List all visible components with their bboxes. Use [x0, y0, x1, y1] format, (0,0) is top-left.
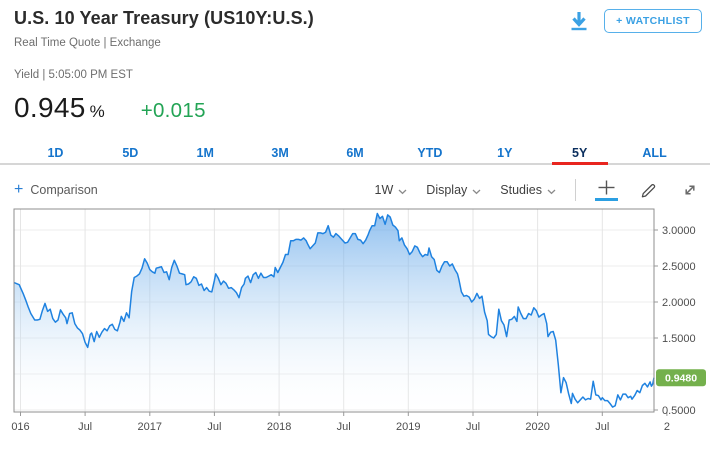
chevron-down-icon: [472, 189, 481, 195]
tab-ytd[interactable]: YTD: [417, 146, 443, 160]
range-tabs: 1D 5D 1M 3M 6M YTD 1Y 5Y ALL: [0, 144, 710, 165]
svg-text:Jul: Jul: [337, 421, 351, 433]
price-chart[interactable]: 016 Jul 2017 Jul 2018 Jul 2019 Jul 2020 Jul 2 3.000…: [0, 206, 710, 446]
tab-6m[interactable]: 6M: [346, 146, 364, 160]
expand-icon: [682, 182, 698, 198]
download-button[interactable]: [564, 6, 594, 36]
svg-text:2020: 2020: [525, 421, 549, 433]
display-dropdown[interactable]: Display: [426, 183, 481, 197]
svg-text:1.5000: 1.5000: [662, 333, 696, 345]
svg-text:3.0000: 3.0000: [662, 225, 696, 237]
pencil-icon: [639, 181, 659, 199]
tab-1y[interactable]: 1Y: [497, 146, 513, 160]
svg-text:2018: 2018: [267, 421, 291, 433]
quote-time-label: Yield | 5:05:00 PM EST: [14, 69, 133, 81]
svg-text:Jul: Jul: [207, 421, 221, 433]
svg-text:Jul: Jul: [595, 421, 609, 433]
crosshair-icon: [597, 180, 616, 195]
download-icon: [566, 8, 592, 34]
fullscreen-button[interactable]: [680, 181, 700, 199]
tab-5d[interactable]: 5D: [122, 146, 139, 160]
plus-icon: +: [14, 181, 24, 198]
quote-row: 0.945 % +0.015: [14, 92, 206, 124]
quote-unit: %: [89, 102, 105, 121]
page-title: U.S. 10 Year Treasury (US10Y:U.S.): [14, 8, 314, 28]
price-chart-svg: 016 Jul 2017 Jul 2018 Jul 2019 Jul 2020 Jul 2 3.000…: [11, 208, 706, 433]
add-comparison-button[interactable]: + Comparison: [14, 182, 98, 198]
draw-tool-button[interactable]: [637, 180, 661, 200]
toolbar-divider: [575, 179, 576, 201]
chevron-down-icon: [398, 189, 407, 195]
svg-text:2019: 2019: [396, 421, 420, 433]
svg-text:Jul: Jul: [78, 421, 92, 433]
quote-source-label: Real Time Quote | Exchange: [14, 37, 161, 49]
svg-text:2017: 2017: [138, 421, 162, 433]
display-label: Display: [426, 183, 468, 197]
tab-all[interactable]: ALL: [642, 146, 667, 160]
tool-group: 1W Display Studies: [375, 179, 700, 201]
svg-text:2: 2: [664, 421, 670, 433]
tab-1d[interactable]: 1D: [47, 146, 64, 160]
interval-label: 1W: [374, 183, 394, 197]
chevron-down-icon: [547, 189, 556, 195]
studies-dropdown[interactable]: Studies: [500, 183, 556, 197]
svg-text:2.5000: 2.5000: [662, 261, 696, 273]
tab-1m[interactable]: 1M: [196, 146, 214, 160]
svg-text:016: 016: [11, 421, 29, 433]
add-watchlist-button[interactable]: + WATCHLIST: [604, 9, 702, 33]
tab-3m[interactable]: 3M: [271, 146, 289, 160]
svg-text:0.9480: 0.9480: [665, 373, 697, 385]
crosshair-tool-button[interactable]: [595, 179, 618, 201]
quote-value: 0.945: [14, 92, 86, 123]
studies-label: Studies: [500, 183, 542, 197]
chart-toolbar: + Comparison 1W Display Studies: [14, 178, 700, 202]
interval-dropdown[interactable]: 1W: [375, 183, 408, 197]
svg-text:Jul: Jul: [466, 421, 480, 433]
svg-text:0.5000: 0.5000: [662, 405, 696, 417]
comparison-label: Comparison: [30, 183, 98, 197]
quote-change: +0.015: [140, 99, 206, 122]
header-actions: + WATCHLIST: [564, 6, 702, 36]
tab-5y[interactable]: 5Y: [542, 144, 617, 163]
svg-text:2.0000: 2.0000: [662, 297, 696, 309]
